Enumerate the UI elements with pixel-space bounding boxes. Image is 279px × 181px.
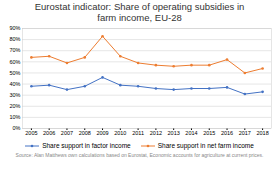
svg-text:50%: 50% <box>9 70 20 76</box>
svg-text:2010: 2010 <box>114 130 126 136</box>
svg-text:2008: 2008 <box>79 130 91 136</box>
html-text:Share support in factor income: Share support in factor income <box>42 142 131 149</box>
svg-text:2014: 2014 <box>185 130 197 136</box>
svg-text:2006: 2006 <box>43 130 55 136</box>
svg-text:10%: 10% <box>9 114 20 120</box>
svg-text:2011: 2011 <box>132 130 144 136</box>
svg-text:2015: 2015 <box>203 130 215 136</box>
html-text:Source: Alan Matthews own calc: Source: Alan Matthews own calculations b… <box>15 152 264 158</box>
svg-text:2012: 2012 <box>150 130 162 136</box>
svg-text:0%: 0% <box>13 125 21 131</box>
svg-text:2009: 2009 <box>96 130 108 136</box>
svg-text:2007: 2007 <box>61 130 73 136</box>
svg-text:2013: 2013 <box>168 130 180 136</box>
svg-text:40%: 40% <box>9 81 20 87</box>
html-text:Eurostat indicator: Share of o: Eurostat indicator: Share of operating s… <box>34 1 245 23</box>
svg-text:2005: 2005 <box>25 130 37 136</box>
svg-text:30%: 30% <box>9 92 20 98</box>
html-text:Share support in net farm inco: Share support in net farm income <box>157 142 254 149</box>
svg-text:2016: 2016 <box>221 130 233 136</box>
svg-text:80%: 80% <box>9 36 20 42</box>
svg-text:60%: 60% <box>9 59 20 65</box>
svg-text:2018: 2018 <box>256 130 268 136</box>
svg-text:90%: 90% <box>9 25 20 31</box>
svg-text:70%: 70% <box>9 47 20 53</box>
svg-text:20%: 20% <box>9 103 20 109</box>
svg-text:2017: 2017 <box>239 130 251 136</box>
